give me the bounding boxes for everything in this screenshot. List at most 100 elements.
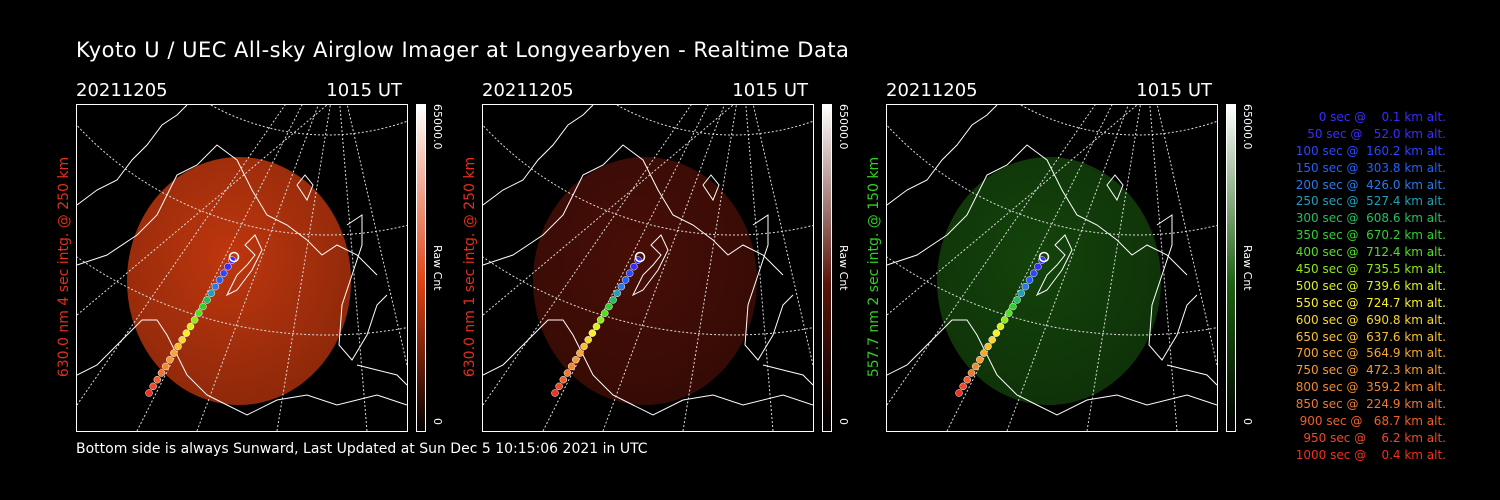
legend-entry: 350 sec @ 670.2 km alt. <box>1295 228 1446 243</box>
legend-entry: 750 sec @ 472.3 km alt. <box>1295 363 1446 378</box>
trajectory-point <box>996 322 1005 331</box>
trajectory-point <box>1025 276 1034 284</box>
trajectory-point <box>980 349 988 357</box>
trajectory-point <box>609 296 617 304</box>
legend-entry: 400 sec @ 712.4 km alt. <box>1295 245 1446 260</box>
trajectory-point <box>963 375 972 384</box>
trajectory-point <box>1021 282 1030 291</box>
legend-entry: 50 sec @ 52.0 km alt. <box>1307 126 1446 141</box>
legend-entry: 650 sec @ 637.6 km alt. <box>1295 329 1446 344</box>
trajectory-point <box>621 276 630 284</box>
all-sky-map <box>886 104 1218 432</box>
trajectory-point <box>992 329 1001 337</box>
trajectory-point <box>555 382 563 391</box>
legend-entry: 0 sec @ 0.1 km alt. <box>1318 110 1446 124</box>
colorbar <box>1226 104 1236 432</box>
trajectory-point <box>215 276 224 284</box>
legend-entry: 950 sec @ 6.2 km alt. <box>1303 430 1446 445</box>
legend-entry: 450 sec @ 735.5 km alt. <box>1295 262 1446 277</box>
legend-entry: 300 sec @ 608.6 km alt. <box>1295 211 1446 226</box>
all-sky-map <box>482 104 814 432</box>
legend-entry: 800 sec @ 359.2 km alt. <box>1295 380 1446 395</box>
trajectory-point <box>630 262 638 271</box>
legend-entry: 1000 sec @ 0.4 km alt. <box>1295 447 1446 462</box>
trajectory-point <box>572 356 580 364</box>
panel-time: 1015 UT <box>1136 80 1212 101</box>
airglow-panel: 20211205 1015 UT 630.0 nm 1 sec intg. @ 25… <box>462 80 862 440</box>
legend-entry: 100 sec @ 160.2 km alt. <box>1295 143 1446 158</box>
meteor-trajectory <box>551 251 646 397</box>
trajectory-point <box>219 269 228 278</box>
trajectory-point <box>149 382 157 391</box>
panel-date: 20211205 <box>482 80 574 101</box>
colorbar-unit-label: Raw Cnt <box>837 245 850 291</box>
trajectory-point <box>967 369 976 377</box>
panel-ylabel: 557.7 nm 2 sec intg. @ 150 km <box>866 156 882 378</box>
airglow-field <box>533 157 757 405</box>
trajectory-point <box>1029 269 1038 278</box>
coastline <box>483 105 813 416</box>
trajectory-point <box>199 302 207 311</box>
trajectory-point <box>1034 262 1042 271</box>
coastline <box>77 105 407 416</box>
panel-time: 1015 UT <box>326 80 402 101</box>
trajectory-point <box>592 322 601 331</box>
airglow-field <box>937 157 1161 405</box>
trajectory-point <box>613 289 621 297</box>
colorbar-max-label: 65000.0 <box>837 104 850 150</box>
trajectory-point <box>617 282 626 291</box>
trajectory-point <box>207 289 215 297</box>
legend-entry: 200 sec @ 426.0 km alt. <box>1295 177 1446 192</box>
trajectory-point <box>625 269 634 278</box>
trajectory-start-marker <box>228 251 240 263</box>
colorbar-min-label: 0 <box>431 418 444 425</box>
colorbar-unit-label: Raw Cnt <box>431 245 444 291</box>
trajectory-point <box>959 382 967 391</box>
colorbar-max-label: 65000.0 <box>431 104 444 150</box>
panel-ylabel: 630.0 nm 1 sec intg. @ 250 km <box>462 156 478 378</box>
legend-entry: 150 sec @ 303.8 km alt. <box>1295 160 1446 175</box>
colorbar <box>416 104 426 432</box>
trajectory-point <box>588 329 597 337</box>
footer-note: Bottom side is always Sunward, Last Upda… <box>76 441 648 457</box>
trajectory-point <box>153 375 162 384</box>
colorbar-min-label: 0 <box>837 418 850 425</box>
trajectory-point <box>567 362 576 371</box>
trajectory-point <box>224 262 232 271</box>
trajectory-point <box>186 322 195 331</box>
airglow-field <box>127 157 351 405</box>
trajectory-point <box>596 316 605 324</box>
trajectory-point <box>551 389 559 397</box>
coastline <box>887 105 1217 416</box>
trajectory-point <box>166 356 174 364</box>
colorbar <box>822 104 832 432</box>
trajectory-point <box>976 356 984 364</box>
trajectory-point <box>1009 302 1017 311</box>
graticule <box>483 105 813 431</box>
trajectory-point <box>157 369 166 377</box>
trajectory-point <box>1013 296 1021 304</box>
trajectory-point <box>190 316 199 324</box>
trajectory-point <box>1000 316 1009 324</box>
page-title: Kyoto U / UEC All-sky Airglow Imager at … <box>76 38 850 62</box>
legend-entry: 600 sec @ 690.8 km alt. <box>1295 312 1446 327</box>
airglow-panel: 20211205 1015 UT 630.0 nm 4 sec intg. @ 25… <box>56 80 456 440</box>
trajectory-point <box>584 336 592 344</box>
graticule <box>77 105 407 431</box>
trajectory-point <box>1017 289 1025 297</box>
legend-entry: 550 sec @ 724.7 km alt. <box>1295 295 1446 310</box>
panel-date: 20211205 <box>886 80 978 101</box>
trajectory-point <box>1005 309 1013 317</box>
trajectory-point <box>955 389 963 397</box>
trajectory-point <box>559 375 568 384</box>
meteor-trajectory <box>955 251 1050 397</box>
airglow-panel: 20211205 1015 UT 557.7 nm 2 sec intg. @ 15… <box>866 80 1266 440</box>
trajectory-point <box>984 342 992 351</box>
trajectory-point <box>971 362 980 371</box>
legend-entry: 850 sec @ 224.9 km alt. <box>1295 397 1446 412</box>
trajectory-point <box>174 342 182 351</box>
legend-entry: 250 sec @ 527.4 km alt. <box>1295 194 1446 209</box>
trajectory-point <box>161 362 170 371</box>
trajectory-point <box>182 329 191 337</box>
trajectory-legend: 0 sec @ 0.1 km alt. 50 sec @ 52.0 km alt.… <box>1250 109 1446 464</box>
